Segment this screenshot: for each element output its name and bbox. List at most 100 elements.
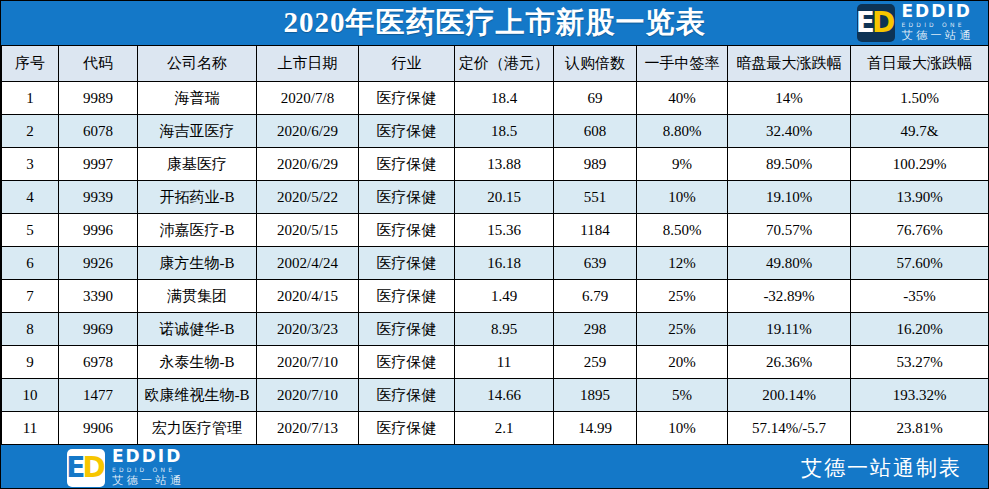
table-cell: 医疗保健: [359, 247, 455, 280]
table-row: 89969诺诚健华-B2020/3/23医疗保健8.9529825%19.11%…: [2, 313, 989, 346]
logo-brand-name: EDDID: [902, 3, 975, 21]
table-cell: 20%: [637, 346, 728, 379]
logo-subtitle: EDDID ONE: [902, 21, 975, 29]
table-cell: 医疗保健: [359, 280, 455, 313]
table-cell: 医疗保健: [359, 313, 455, 346]
table-row: 69926康方生物-B2002/4/24医疗保健16.1863912%49.80…: [2, 247, 989, 280]
table-cell: 医疗保健: [359, 148, 455, 181]
table-cell: 13.90%: [851, 181, 989, 214]
table-cell: 20.15: [455, 181, 554, 214]
column-header: 定价（港元）: [455, 46, 554, 82]
logo-letter-d: D: [82, 454, 105, 482]
table-cell: 10: [2, 379, 59, 412]
table-cell: 23.81%: [851, 412, 989, 445]
table-cell: 7: [2, 280, 59, 313]
table-cell: -32.89%: [728, 280, 851, 313]
table-cell: 13.88: [455, 148, 554, 181]
table-cell: 57.14%/-5.7: [728, 412, 851, 445]
table-row: 73390满贯集团2020/4/15医疗保健1.496.7925%-32.89%…: [2, 280, 989, 313]
column-header: 暗盘最大涨跌幅: [728, 46, 851, 82]
table-cell: 医疗保健: [359, 115, 455, 148]
table-cell: 9989: [59, 82, 138, 115]
table-cell: 16.18: [455, 247, 554, 280]
table-cell: 1: [2, 82, 59, 115]
column-header: 公司名称: [138, 46, 257, 82]
page-title: 2020年医药医疗上市新股一览表: [1, 1, 988, 45]
table-cell: 沛嘉医疗-B: [138, 214, 257, 247]
table-cell: 40%: [637, 82, 728, 115]
column-header: 认购倍数: [554, 46, 637, 82]
table-cell: 14.66: [455, 379, 554, 412]
footer-bar: E D EDDID EDDID ONE 艾德一站通 艾德一站通制表: [1, 445, 988, 489]
table-row: 19989海普瑞2020/7/8医疗保健18.46940%14%1.50%: [2, 82, 989, 115]
table-cell: 诺诚健华-B: [138, 313, 257, 346]
table-cell: 8.95: [455, 313, 554, 346]
table-cell: 9: [2, 346, 59, 379]
table-cell: 14.99: [554, 412, 637, 445]
table-cell: 608: [554, 115, 637, 148]
table-cell: 2: [2, 115, 59, 148]
table-cell: 2020/6/29: [257, 115, 359, 148]
table-cell: 9906: [59, 412, 138, 445]
table-cell: 100.29%: [851, 148, 989, 181]
table-cell: -35%: [851, 280, 989, 313]
table-cell: 3: [2, 148, 59, 181]
table-cell: 193.32%: [851, 379, 989, 412]
logo-letter-d: D: [872, 9, 895, 37]
table-cell: 1477: [59, 379, 138, 412]
table-cell: 2020/7/13: [257, 412, 359, 445]
table-cell: 259: [554, 346, 637, 379]
table-cell: 1184: [554, 214, 637, 247]
table-cell: 满贯集团: [138, 280, 257, 313]
table-cell: 医疗保健: [359, 412, 455, 445]
table-cell: 12%: [637, 247, 728, 280]
table-cell: 89.50%: [728, 148, 851, 181]
table-cell: 6078: [59, 115, 138, 148]
table-cell: 开拓药业-B: [138, 181, 257, 214]
table-cell: 6978: [59, 346, 138, 379]
title-bar: 2020年医药医疗上市新股一览表 E D EDDID EDDID ONE 艾德一…: [1, 1, 988, 45]
table-row: 96978永泰生物-B2020/7/10医疗保健1125920%26.36%53…: [2, 346, 989, 379]
logo-brand-name: EDDID: [112, 448, 185, 466]
table-cell: 2002/4/24: [257, 247, 359, 280]
table-cell: 医疗保健: [359, 181, 455, 214]
table-cell: 70.57%: [728, 214, 851, 247]
table-cell: 53.27%: [851, 346, 989, 379]
eddid-logo-top: E D EDDID EDDID ONE 艾德一站通: [857, 4, 975, 42]
logo-chinese-name: 艾德一站通: [902, 29, 975, 43]
table-cell: 8.50%: [637, 214, 728, 247]
ipo-table-container: 序号代码公司名称上市日期行业定价（港元）认购倍数一手中签率暗盘最大涨跌幅首日最大…: [1, 45, 988, 445]
table-cell: 2020/7/10: [257, 379, 359, 412]
table-cell: 10%: [637, 181, 728, 214]
table-cell: 2020/6/29: [257, 148, 359, 181]
table-cell: 1.50%: [851, 82, 989, 115]
table-cell: 2020/4/15: [257, 280, 359, 313]
table-cell: 6: [2, 247, 59, 280]
table-cell: 康方生物-B: [138, 247, 257, 280]
table-cell: 海吉亚医疗: [138, 115, 257, 148]
column-header: 序号: [2, 46, 59, 82]
table-cell: 14%: [728, 82, 851, 115]
table-cell: 2020/7/8: [257, 82, 359, 115]
table-cell: 9%: [637, 148, 728, 181]
table-cell: 5: [2, 214, 59, 247]
table-cell: 551: [554, 181, 637, 214]
table-cell: 8.80%: [637, 115, 728, 148]
table-cell: 18.4: [455, 82, 554, 115]
table-cell: 25%: [637, 313, 728, 346]
column-header: 首日最大涨跌幅: [851, 46, 989, 82]
table-row: 119906宏力医疗管理2020/7/13医疗保健2.114.9910%57.1…: [2, 412, 989, 445]
column-header: 代码: [59, 46, 138, 82]
table-row: 39997康基医疗2020/6/29医疗保健13.889899%89.50%10…: [2, 148, 989, 181]
table-cell: 永泰生物-B: [138, 346, 257, 379]
table-cell: 49.7&: [851, 115, 989, 148]
table-cell: 欧康维视生物-B: [138, 379, 257, 412]
logo-chinese-name: 艾德一站通: [112, 474, 185, 488]
eddid-logo-icon: E D: [857, 4, 895, 42]
column-header: 上市日期: [257, 46, 359, 82]
logo-text: EDDID EDDID ONE 艾德一站通: [902, 3, 975, 43]
table-cell: 49.80%: [728, 247, 851, 280]
table-row: 101477欧康维视生物-B2020/7/10医疗保健14.6618955%20…: [2, 379, 989, 412]
table-cell: 639: [554, 247, 637, 280]
table-cell: 200.14%: [728, 379, 851, 412]
